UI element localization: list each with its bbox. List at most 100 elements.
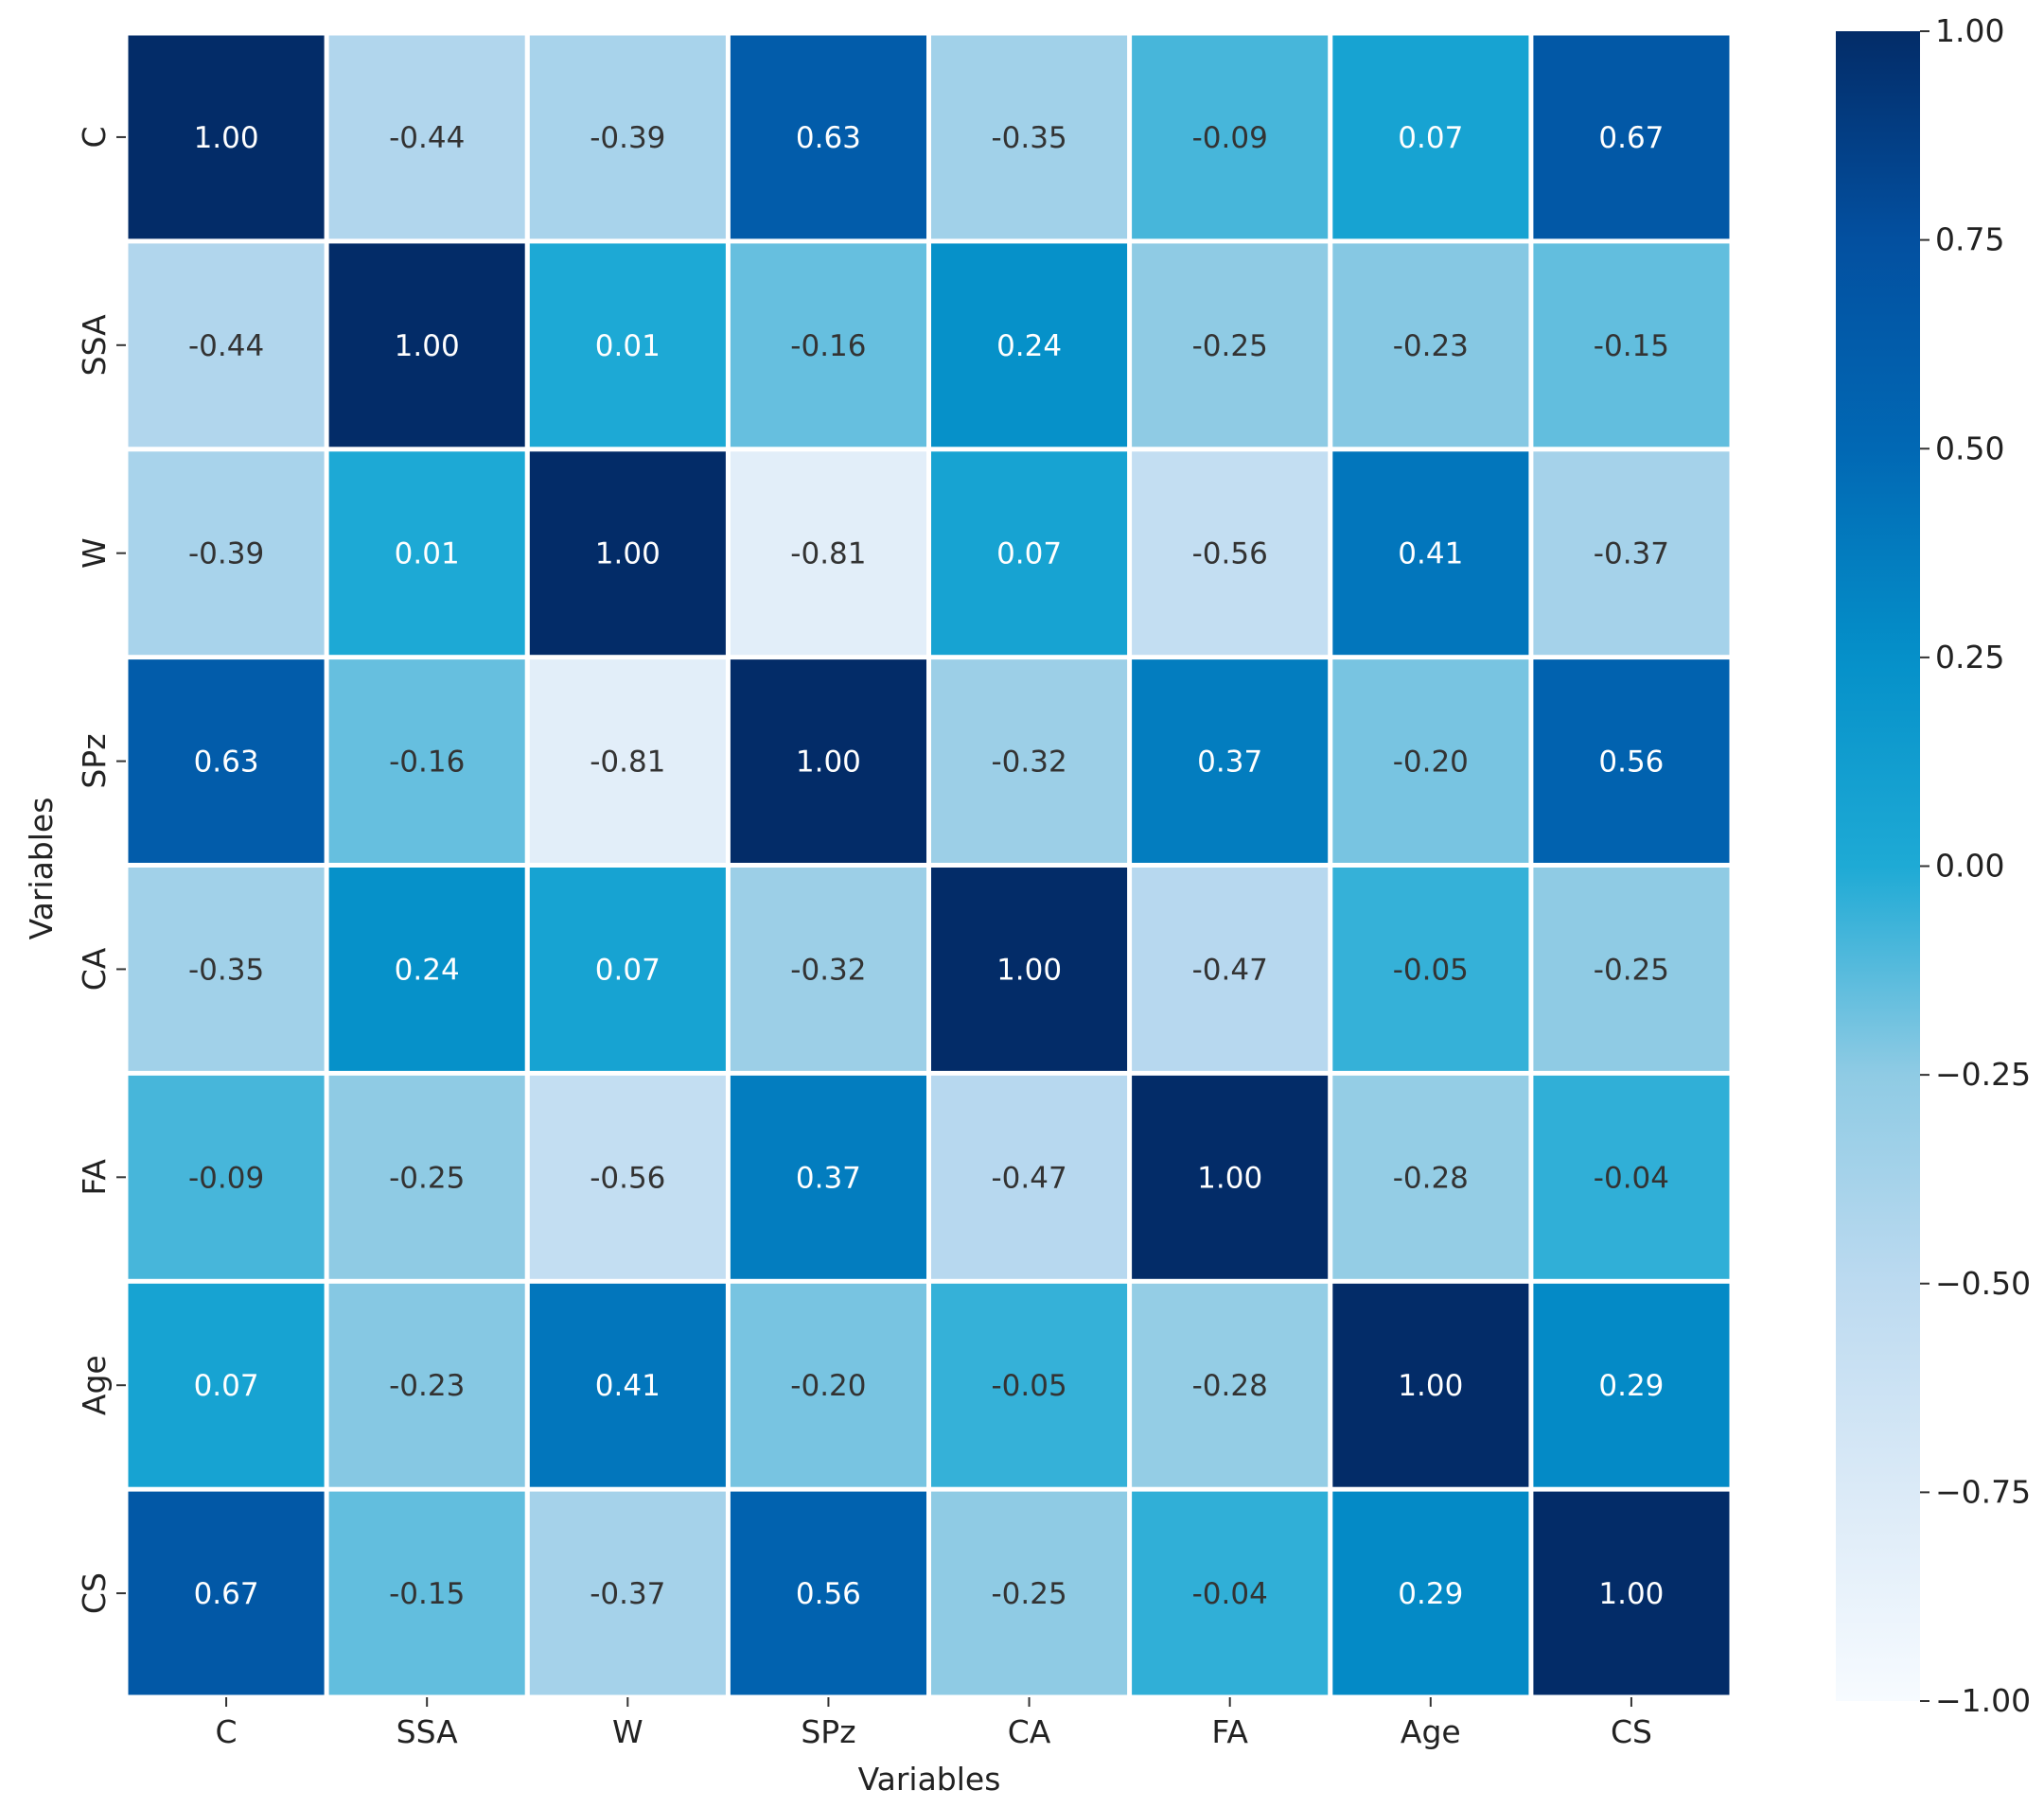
cell-value-label: -0.56 xyxy=(590,1161,665,1195)
heatmap-cell xyxy=(529,1283,726,1487)
heatmap-cell xyxy=(1533,451,1730,656)
cell-value-label: -0.81 xyxy=(590,746,665,780)
heatmap-cell xyxy=(529,659,726,863)
cell-value-label: -0.37 xyxy=(590,1577,665,1611)
cell-value-label: -0.81 xyxy=(790,537,866,571)
heatmap-cell xyxy=(328,1283,525,1487)
heatmap-cell xyxy=(730,1283,926,1487)
heatmap-cell-labels: 1.00 -0.44 -0.39 0.63 -0.35 -0.09 0.07 0.67 -0.4… xyxy=(188,121,1669,1611)
x-tick-label: CS xyxy=(1611,1713,1652,1750)
heatmap-cell xyxy=(1332,35,1529,239)
cell-value-label: -0.32 xyxy=(790,953,866,987)
heatmap-cell xyxy=(1132,243,1329,447)
cell-value-label: -0.20 xyxy=(1393,746,1469,780)
heatmap-cell xyxy=(730,451,926,656)
heatmap-cell xyxy=(931,1491,1128,1695)
heatmap-cell xyxy=(931,868,1128,1071)
heatmap-cell xyxy=(128,35,325,239)
heatmap-cell xyxy=(328,243,525,447)
heatmap-cell xyxy=(931,1283,1128,1487)
heatmap-cell xyxy=(730,1075,926,1279)
x-tick-label: CA xyxy=(1008,1713,1051,1750)
cell-value-label: -0.05 xyxy=(991,1369,1066,1403)
heatmap-cell xyxy=(529,243,726,447)
heatmap-cell xyxy=(128,659,325,863)
cell-value-label: -0.44 xyxy=(188,329,264,363)
heatmap-cell xyxy=(931,659,1128,863)
colorbar-tick-label: 0.25 xyxy=(1935,639,2004,675)
cell-value-label: 1.00 xyxy=(1197,1161,1262,1195)
y-tick-label: C xyxy=(76,126,113,148)
heatmap-cell xyxy=(730,868,926,1071)
heatmap-cell xyxy=(328,1491,525,1695)
cell-value-label: 0.01 xyxy=(395,537,460,571)
cell-value-label: 0.63 xyxy=(194,746,259,780)
y-tick-label: SPz xyxy=(76,733,113,788)
cell-value-label: -0.09 xyxy=(188,1161,264,1195)
colorbar-tick-label: 1.00 xyxy=(1935,12,2004,49)
y-axis-label: Variables xyxy=(23,798,60,940)
cell-value-label: 0.07 xyxy=(996,537,1062,571)
heatmap-cell xyxy=(1533,1075,1730,1279)
heatmap-cell xyxy=(128,1075,325,1279)
cell-value-label: -0.20 xyxy=(790,1369,866,1403)
heatmap-cell xyxy=(529,1075,726,1279)
y-tick-label: Age xyxy=(76,1355,113,1415)
heatmap-cell xyxy=(1332,243,1529,447)
heatmap-cell xyxy=(931,243,1128,447)
cell-value-label: 1.00 xyxy=(1398,1369,1463,1403)
cell-value-label: 0.63 xyxy=(796,121,861,155)
cell-value-label: -0.05 xyxy=(1393,953,1469,987)
cell-value-label: 0.24 xyxy=(996,329,1062,363)
y-tick-label: SSA xyxy=(76,314,113,377)
heatmap-cell xyxy=(1533,1283,1730,1487)
heatmap-cell xyxy=(1533,659,1730,863)
heatmap-cell xyxy=(931,1075,1128,1279)
cell-value-label: -0.16 xyxy=(389,746,465,780)
heatmap-cell xyxy=(730,35,926,239)
cell-value-label: 1.00 xyxy=(1598,1577,1664,1611)
cell-value-label: 0.67 xyxy=(194,1577,259,1611)
x-tick-label: SSA xyxy=(396,1713,459,1750)
cell-value-label: 0.29 xyxy=(1598,1369,1664,1403)
colorbar-tick-label: −0.25 xyxy=(1935,1056,2031,1093)
cell-value-label: 0.01 xyxy=(595,329,661,363)
cell-value-label: 0.56 xyxy=(1598,746,1664,780)
heatmap-cell xyxy=(1132,659,1329,863)
cell-value-label: -0.23 xyxy=(1393,329,1469,363)
x-tick-label: SPz xyxy=(801,1713,855,1750)
cell-value-label: 1.00 xyxy=(395,329,460,363)
heatmap-cell xyxy=(1132,1283,1329,1487)
heatmap-cell xyxy=(730,659,926,863)
heatmap-cell xyxy=(328,451,525,656)
heatmap-cell xyxy=(1533,1491,1730,1695)
cell-value-label: -0.09 xyxy=(1192,121,1268,155)
cell-value-label: -0.47 xyxy=(991,1161,1066,1195)
heatmap-cell xyxy=(529,868,726,1071)
heatmap-cell xyxy=(328,868,525,1071)
heatmap-cell xyxy=(128,1491,325,1695)
heatmap-cell xyxy=(1132,35,1329,239)
heatmap-cell xyxy=(128,868,325,1071)
cell-value-label: 0.37 xyxy=(1197,746,1262,780)
cell-value-label: 1.00 xyxy=(194,121,259,155)
cell-value-label: -0.39 xyxy=(188,537,264,571)
cell-value-label: -0.04 xyxy=(1192,1577,1268,1611)
cell-value-label: -0.37 xyxy=(1594,537,1669,571)
x-tick-label: C xyxy=(216,1713,238,1750)
cell-value-label: -0.32 xyxy=(991,746,1066,780)
cell-value-label: -0.16 xyxy=(790,329,866,363)
heatmap-cell xyxy=(1332,659,1529,863)
heatmap-cell xyxy=(1533,243,1730,447)
cell-value-label: 1.00 xyxy=(595,537,661,571)
y-tick-label: FA xyxy=(76,1159,113,1196)
cell-value-label: -0.04 xyxy=(1594,1161,1669,1195)
cell-value-label: 0.07 xyxy=(595,953,661,987)
colorbar-tick-label: −0.75 xyxy=(1935,1473,2031,1510)
cell-value-label: -0.25 xyxy=(1192,329,1268,363)
heatmap-cell xyxy=(1533,35,1730,239)
colorbar-tick-label: 0.75 xyxy=(1935,221,2004,258)
heatmap-cell xyxy=(529,35,726,239)
cell-value-label: -0.15 xyxy=(1594,329,1669,363)
